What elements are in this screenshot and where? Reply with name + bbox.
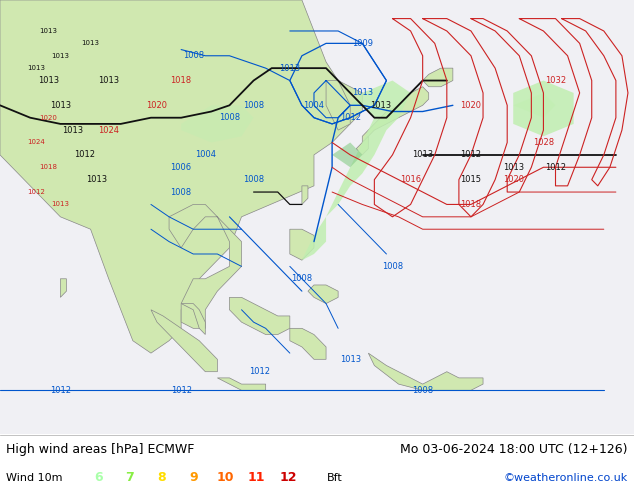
Text: 1012: 1012 bbox=[545, 163, 566, 172]
Text: 1013: 1013 bbox=[50, 101, 71, 110]
Text: 1032: 1032 bbox=[545, 76, 566, 85]
Polygon shape bbox=[181, 105, 254, 143]
Text: 1008: 1008 bbox=[382, 262, 403, 271]
Text: 1004: 1004 bbox=[304, 101, 325, 110]
Text: 1008: 1008 bbox=[183, 51, 204, 60]
Polygon shape bbox=[302, 186, 308, 204]
Text: 1016: 1016 bbox=[400, 175, 421, 184]
Text: 1008: 1008 bbox=[292, 274, 313, 283]
Text: 1012: 1012 bbox=[249, 367, 270, 376]
Polygon shape bbox=[514, 80, 574, 136]
Text: 1013: 1013 bbox=[352, 88, 373, 98]
Polygon shape bbox=[290, 328, 326, 359]
Polygon shape bbox=[356, 136, 368, 155]
Text: 1008: 1008 bbox=[171, 188, 191, 196]
Text: 1012: 1012 bbox=[50, 386, 71, 395]
Polygon shape bbox=[0, 0, 362, 353]
Text: 1013: 1013 bbox=[82, 40, 100, 47]
Text: 1013: 1013 bbox=[38, 76, 59, 85]
Text: Wind 10m: Wind 10m bbox=[6, 472, 63, 483]
Text: 1028: 1028 bbox=[533, 138, 554, 147]
Polygon shape bbox=[60, 279, 67, 297]
Polygon shape bbox=[290, 229, 314, 260]
Text: 10: 10 bbox=[216, 471, 234, 484]
Text: 1013: 1013 bbox=[39, 28, 57, 34]
Text: 1018: 1018 bbox=[171, 76, 191, 85]
Text: 1018: 1018 bbox=[460, 200, 482, 209]
Text: 1013: 1013 bbox=[279, 64, 301, 73]
Text: 1020: 1020 bbox=[146, 101, 167, 110]
Text: 1012: 1012 bbox=[340, 113, 361, 122]
Polygon shape bbox=[302, 80, 411, 260]
Text: 1012: 1012 bbox=[74, 150, 95, 159]
Polygon shape bbox=[217, 378, 266, 390]
Polygon shape bbox=[332, 143, 362, 167]
Text: 1013: 1013 bbox=[51, 201, 69, 207]
Text: 8: 8 bbox=[157, 471, 166, 484]
Polygon shape bbox=[230, 297, 290, 335]
Text: 1009: 1009 bbox=[352, 39, 373, 48]
Text: 1015: 1015 bbox=[460, 175, 481, 184]
Text: Mo 03-06-2024 18:00 UTC (12+126): Mo 03-06-2024 18:00 UTC (12+126) bbox=[400, 443, 628, 456]
Polygon shape bbox=[368, 353, 483, 390]
Polygon shape bbox=[362, 87, 429, 148]
Text: 1013: 1013 bbox=[503, 163, 524, 172]
Polygon shape bbox=[514, 93, 555, 118]
Text: 1013: 1013 bbox=[62, 125, 83, 135]
Text: 1013: 1013 bbox=[98, 76, 119, 85]
Text: 7: 7 bbox=[126, 471, 134, 484]
Text: 1024: 1024 bbox=[98, 125, 119, 135]
Text: High wind areas [hPa] ECMWF: High wind areas [hPa] ECMWF bbox=[6, 443, 195, 456]
Text: 12: 12 bbox=[280, 471, 297, 484]
Text: 6: 6 bbox=[94, 471, 103, 484]
Text: 1018: 1018 bbox=[39, 164, 57, 170]
Text: 1004: 1004 bbox=[195, 150, 216, 159]
Text: Bft: Bft bbox=[327, 472, 342, 483]
Text: 1024: 1024 bbox=[27, 140, 45, 146]
Text: 1020: 1020 bbox=[503, 175, 524, 184]
Text: 1008: 1008 bbox=[243, 101, 264, 110]
Text: 1006: 1006 bbox=[171, 163, 191, 172]
Text: 1008: 1008 bbox=[219, 113, 240, 122]
Text: 1020: 1020 bbox=[460, 101, 481, 110]
Text: 1012: 1012 bbox=[27, 189, 45, 195]
Polygon shape bbox=[151, 310, 217, 372]
Polygon shape bbox=[181, 304, 205, 335]
Text: 1012: 1012 bbox=[460, 150, 481, 159]
Text: 1013: 1013 bbox=[370, 101, 391, 110]
Polygon shape bbox=[308, 285, 338, 304]
Text: 1013: 1013 bbox=[340, 355, 361, 364]
Text: 1013: 1013 bbox=[51, 53, 69, 59]
Text: 1020: 1020 bbox=[39, 115, 57, 121]
Text: 11: 11 bbox=[248, 471, 266, 484]
Polygon shape bbox=[423, 68, 453, 87]
Text: 1013: 1013 bbox=[412, 150, 433, 159]
Polygon shape bbox=[326, 80, 350, 130]
Text: 1008: 1008 bbox=[412, 386, 433, 395]
Text: 1013: 1013 bbox=[86, 175, 107, 184]
Text: 1012: 1012 bbox=[171, 386, 191, 395]
Text: 1008: 1008 bbox=[243, 175, 264, 184]
Text: 1013: 1013 bbox=[27, 65, 45, 71]
Text: 9: 9 bbox=[189, 471, 198, 484]
Text: ©weatheronline.co.uk: ©weatheronline.co.uk bbox=[503, 472, 628, 483]
Polygon shape bbox=[169, 204, 242, 328]
